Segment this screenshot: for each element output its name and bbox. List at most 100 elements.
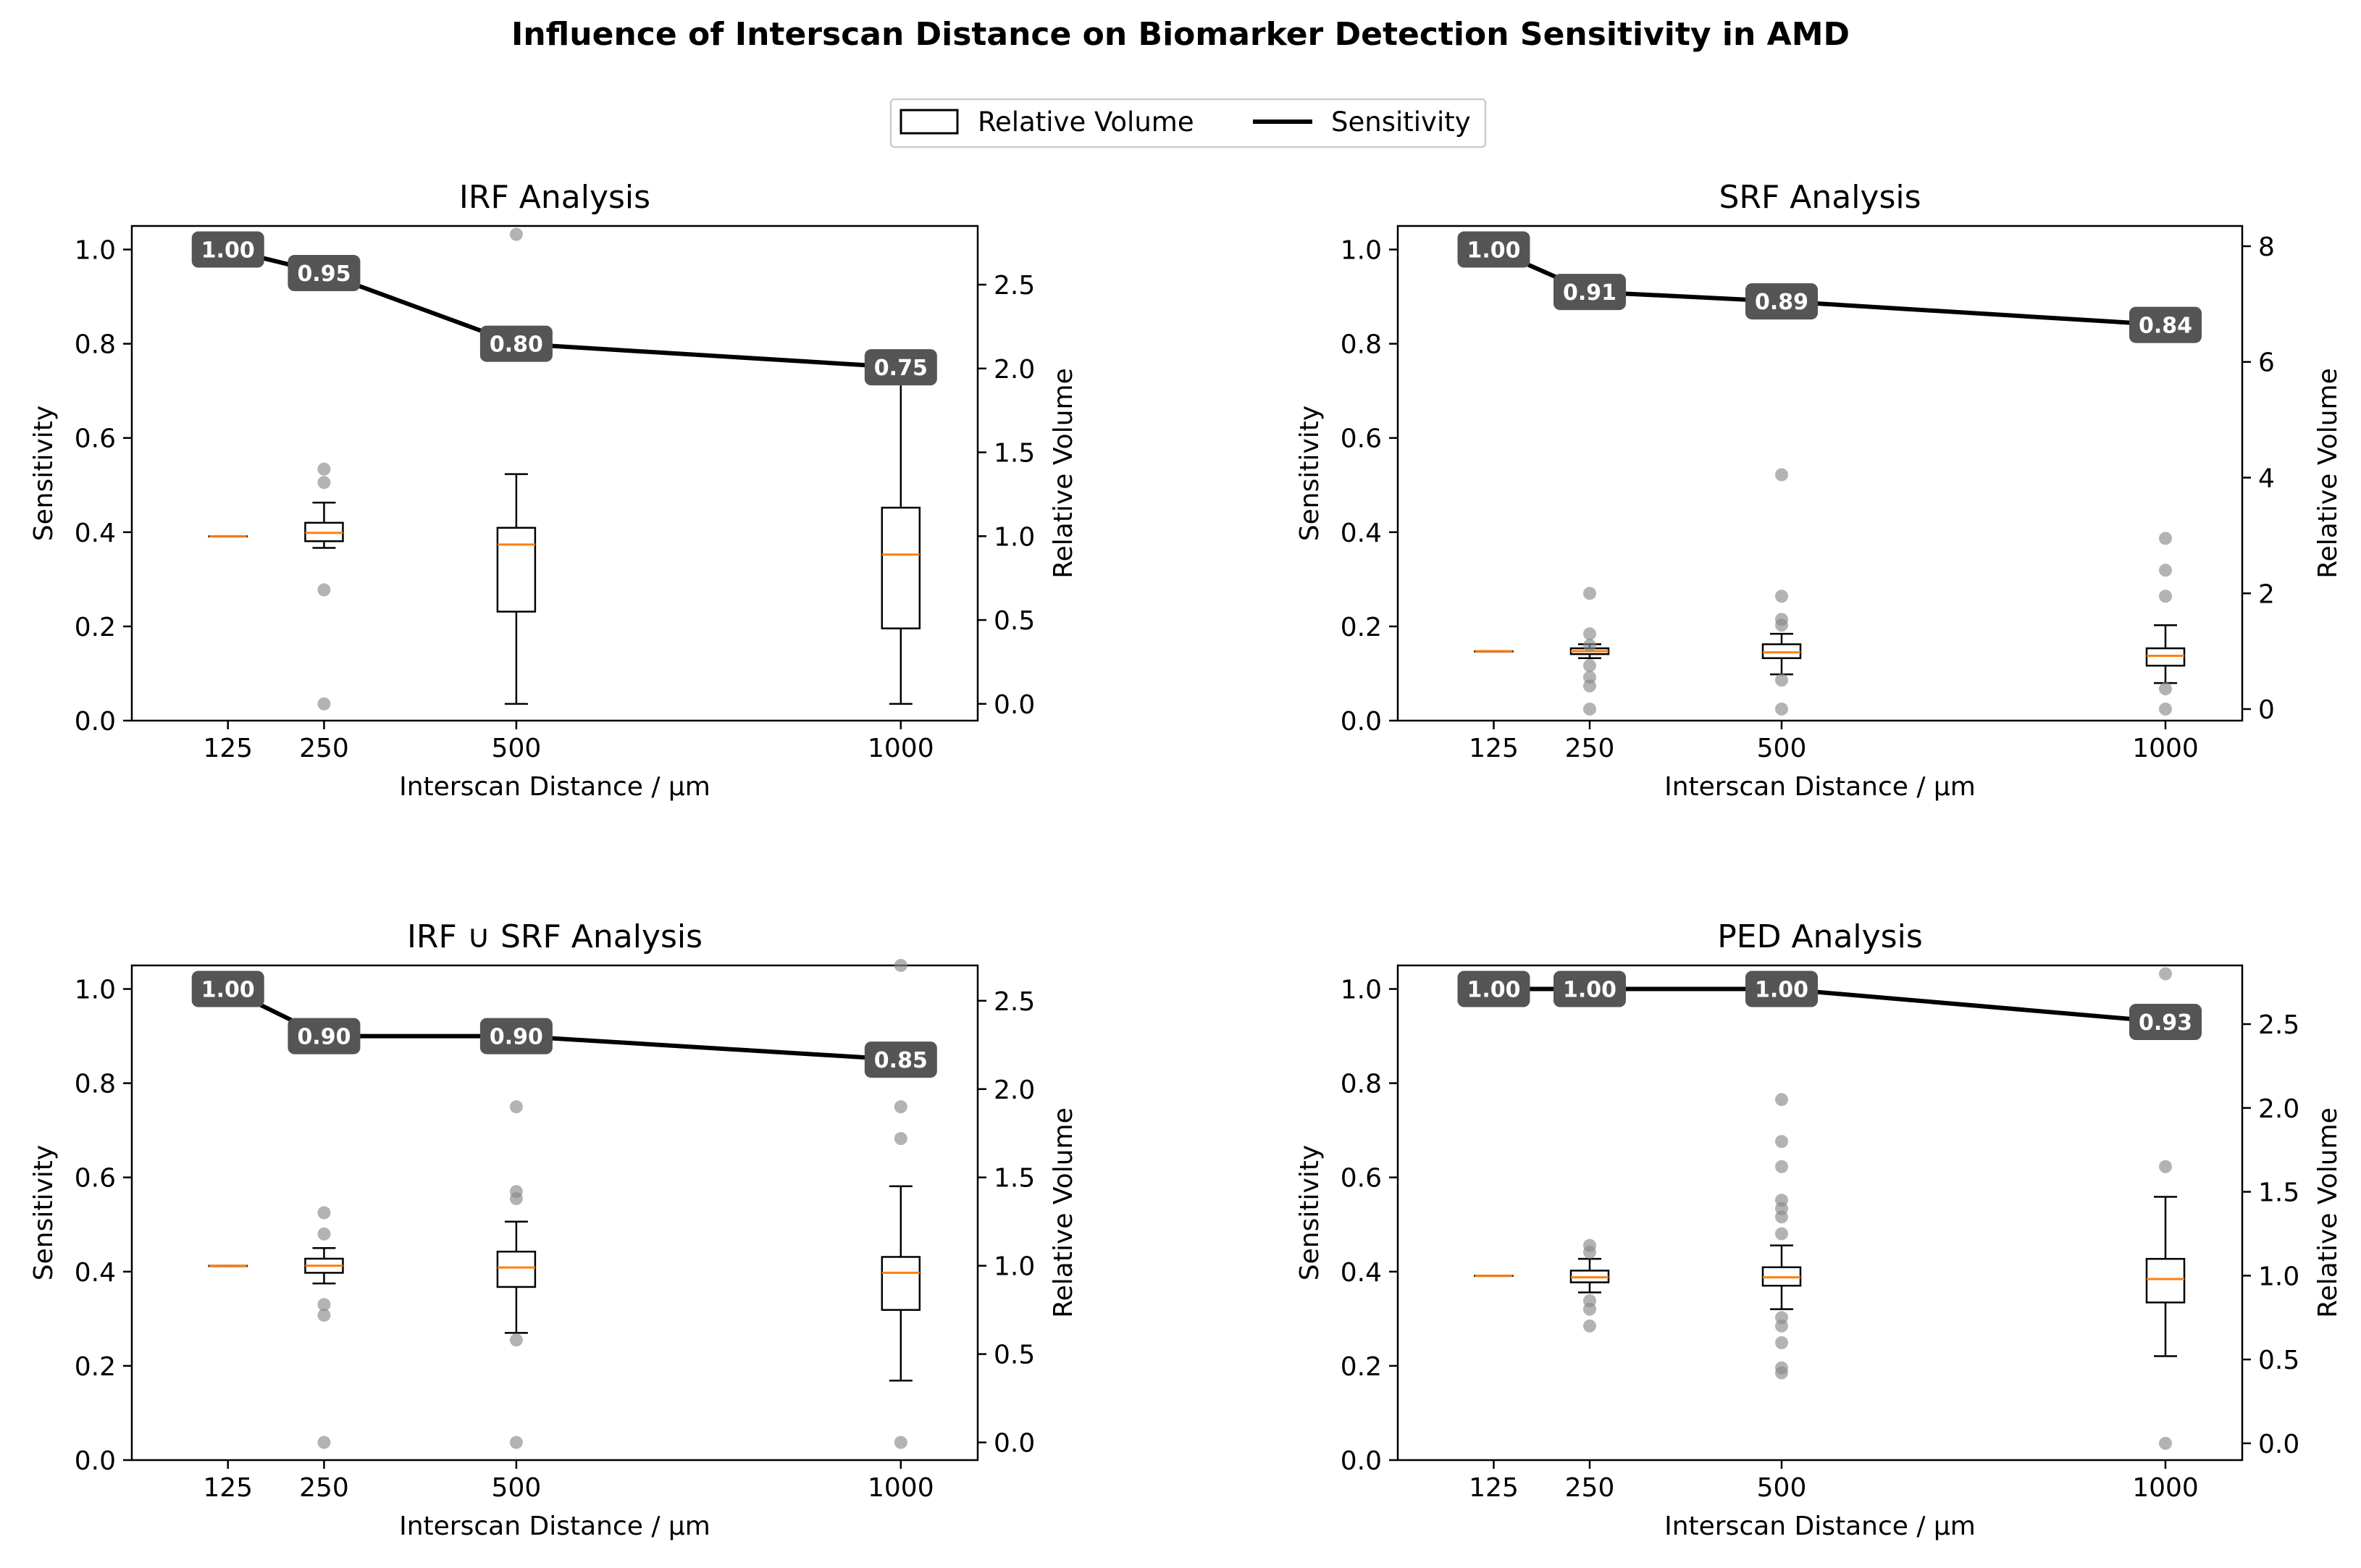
y-tick-label: 0.0	[75, 1446, 116, 1476]
sensitivity-label-text: 0.89	[1755, 290, 1808, 315]
y2-tick-label: 1.0	[994, 1252, 1035, 1282]
y2-tick-label: 0.5	[994, 606, 1035, 636]
sensitivity-label-text: 0.93	[2139, 1010, 2192, 1036]
box-125	[1474, 1274, 1514, 1278]
sensitivity-label-box	[1745, 283, 1818, 320]
box-250	[1569, 1238, 1610, 1333]
y-tick-label: 0.6	[75, 424, 116, 454]
y2-tick-label: 1.0	[994, 522, 1035, 552]
y-axis-label: Sensitivity	[29, 1145, 59, 1280]
sensitivity-label-box	[1745, 970, 1818, 1007]
outlier-point	[1775, 1093, 1788, 1107]
y2-tick-label: 1.0	[2258, 1262, 2299, 1291]
sensitivity-line	[227, 247, 902, 370]
outlier-point	[2159, 703, 2172, 716]
outlier-point	[317, 1435, 331, 1449]
plot-frame	[130, 225, 979, 722]
outlier-point	[317, 1308, 331, 1322]
outlier-point	[894, 1435, 907, 1449]
x-tick-label: 125	[203, 734, 253, 763]
sensitivity-label-box	[864, 1041, 937, 1078]
sensitivity-label-1000: 0.93	[2129, 1004, 2202, 1041]
sensitivity-label-125: 1.00	[1457, 231, 1530, 268]
outlier-point	[1775, 590, 1788, 603]
box-125	[208, 534, 248, 538]
y-axis-label: Sensitivity	[29, 406, 59, 541]
sensitivity-label-box	[479, 325, 553, 362]
box-body	[881, 506, 921, 629]
box-250	[1569, 587, 1610, 716]
y-tick-label: 0.0	[75, 707, 116, 737]
outlier-point	[894, 959, 907, 972]
panel-1: IRF Analysis 0.0 0.2 0.4 0.6 0.8 1.0 0.0 0.5 1.0 1…	[29, 179, 1078, 802]
outlier-point	[1775, 674, 1788, 687]
x-tick-label: 1000	[868, 734, 934, 763]
sensitivity-label-box	[864, 349, 937, 386]
y2-tick-label: 6	[2258, 348, 2275, 378]
box-500	[1761, 468, 1802, 716]
sensitivity-line	[1493, 247, 2166, 327]
outlier-point	[1583, 1302, 1596, 1316]
sensitivity-label-text: 0.85	[874, 1048, 928, 1073]
sensitivity-label-1000: 0.85	[864, 1041, 937, 1078]
x-axis-label: Interscan Distance / µm	[1664, 772, 1976, 802]
outlier-point	[1775, 1336, 1788, 1349]
outlier-point	[1775, 1319, 1788, 1333]
y2-tick-label: 0.5	[994, 1341, 1035, 1370]
x-tick-label: 500	[1757, 1473, 1807, 1503]
x-tick-label: 250	[1565, 734, 1615, 763]
y2-tick-label: 1.5	[2258, 1178, 2299, 1208]
y-tick-label: 0.0	[1341, 1446, 1382, 1476]
sensitivity-label-box	[2129, 1004, 2202, 1041]
outlier-point	[509, 227, 523, 241]
y-tick-label: 0.4	[75, 519, 116, 548]
outlier-point	[317, 1298, 331, 1312]
sensitivity-label-text: 1.00	[201, 238, 255, 264]
y-axis-label: Sensitivity	[1295, 1145, 1325, 1280]
outlier-point	[2159, 532, 2172, 545]
x-tick-label: 250	[299, 734, 349, 763]
plot-frame	[1396, 964, 2244, 1462]
panels: IRF Analysis 0.0 0.2 0.4 0.6 0.8 1.0 0.0 0.5 1.0 1…	[29, 179, 2343, 1541]
sensitivity-label-box	[191, 970, 264, 1007]
box-125	[1474, 650, 1514, 653]
outlier-point	[317, 1206, 331, 1220]
sensitivity-label-text: 0.95	[297, 261, 351, 287]
outlier-point	[1775, 1227, 1788, 1241]
outlier-point	[509, 1333, 523, 1347]
outlier-point	[1583, 1319, 1596, 1333]
x-tick-label: 125	[203, 1473, 253, 1503]
y2-tick-label: 0.0	[994, 690, 1035, 720]
outlier-point	[894, 1100, 907, 1114]
box-250	[304, 1206, 344, 1449]
y2-tick-label: 8	[2258, 232, 2275, 262]
y-tick-label: 0.2	[1341, 613, 1382, 642]
y2-tick-label: 2.0	[2258, 1094, 2299, 1124]
outlier-point	[1583, 639, 1596, 653]
outlier-point	[2159, 563, 2172, 577]
x-tick-label: 1000	[2132, 1473, 2199, 1503]
x-tick-label: 500	[492, 1473, 542, 1503]
sensitivity-label-250: 0.90	[288, 1018, 361, 1055]
y-tick-label: 0.2	[75, 613, 116, 642]
outlier-point	[1775, 619, 1788, 632]
y-tick-label: 0.4	[1341, 1258, 1382, 1288]
outlier-point	[1775, 1210, 1788, 1224]
x-tick-label: 125	[1469, 1473, 1519, 1503]
panel-title: IRF ∪ SRF Analysis	[407, 918, 703, 955]
sensitivity-label-box	[191, 231, 264, 268]
y-tick-label: 0.8	[1341, 1070, 1382, 1099]
y-tick-label: 0.2	[75, 1352, 116, 1382]
x-tick-label: 1000	[2132, 734, 2199, 763]
sensitivity-label-text: 1.00	[1467, 978, 1520, 1003]
outlier-point	[317, 1227, 331, 1241]
sensitivity-label-500: 1.00	[1745, 970, 1818, 1007]
y-tick-label: 0.4	[1341, 519, 1382, 548]
legend-frame	[889, 98, 1487, 148]
y-tick-label: 0.4	[75, 1258, 116, 1288]
y2-tick-label: 0.0	[2258, 1430, 2299, 1459]
y2-tick-label: 0.0	[994, 1429, 1035, 1459]
outlier-point	[509, 1100, 523, 1114]
box-125	[208, 1265, 248, 1267]
